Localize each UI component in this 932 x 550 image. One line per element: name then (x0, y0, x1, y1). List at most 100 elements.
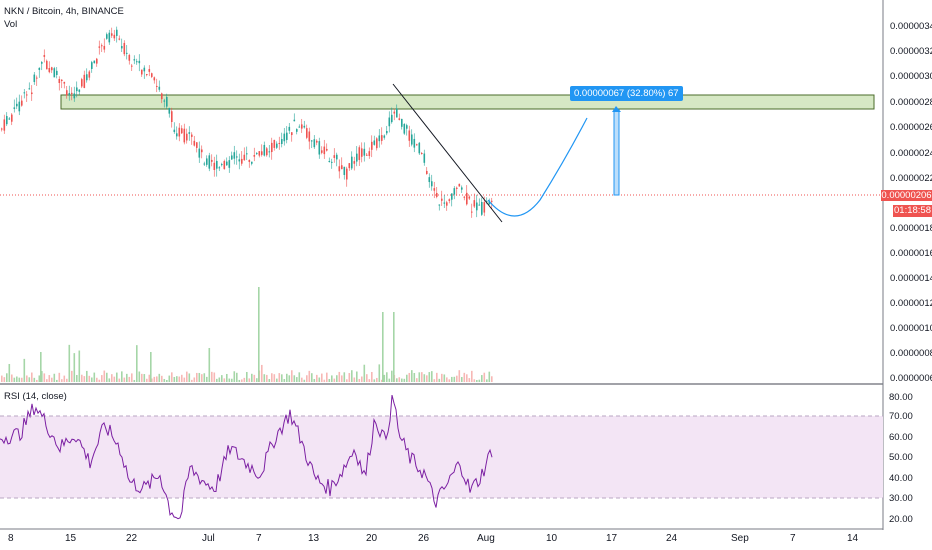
candle-body (113, 34, 116, 39)
candle-body (263, 144, 266, 156)
candle-body (13, 107, 16, 109)
candle-body (341, 165, 343, 170)
price-tick: 0.00000140 (890, 273, 932, 284)
candle-body (196, 142, 198, 148)
volume-bar (318, 377, 321, 382)
candle-body (98, 46, 101, 48)
volume-bar (276, 378, 278, 382)
volume-bar (261, 364, 263, 382)
candle-body (378, 135, 381, 142)
candle-body (488, 200, 491, 205)
candle-body (38, 67, 41, 70)
candle-body (103, 45, 106, 50)
volume-bar (161, 375, 163, 382)
volume-bar (253, 374, 256, 382)
volume-bar (181, 374, 183, 382)
trendline[interactable] (392, 83, 503, 223)
volume-bar (251, 373, 253, 382)
candle-body (391, 114, 393, 123)
candle-body (473, 200, 476, 207)
volume-bar (446, 377, 448, 382)
candle-body (456, 187, 458, 189)
volume-bar (393, 312, 395, 382)
volume-bar (51, 377, 53, 382)
candle-body (243, 154, 246, 161)
measure-box[interactable] (613, 109, 620, 196)
volume-bar (311, 373, 313, 382)
symbol-title[interactable]: NKN / Bitcoin, 4h, BINANCE (4, 6, 124, 17)
volume-bar (456, 375, 458, 382)
volume-bar (341, 375, 343, 382)
volume-bar (316, 374, 318, 382)
candle-body (298, 126, 301, 128)
rsi-tick: 40.00 (889, 473, 913, 484)
volume-bar (68, 344, 71, 382)
volume-bar (283, 379, 286, 382)
candle-body (146, 74, 148, 76)
volume-bar (208, 347, 211, 382)
price-tick: 0.00000300 (890, 71, 932, 82)
volume-bar (196, 372, 198, 382)
candle-body (23, 92, 26, 94)
candle-body (276, 143, 278, 148)
volume-bar (23, 358, 26, 382)
candle-body (296, 129, 298, 132)
price-tick: 0.00000180 (890, 223, 932, 234)
volume-bar (256, 378, 258, 382)
rsi-line (0, 394, 493, 520)
candle-body (71, 92, 73, 94)
candle-body (193, 140, 196, 146)
candle-body (471, 211, 473, 213)
volume-bar (476, 379, 478, 382)
volume-bar (301, 377, 303, 382)
volume-bar (46, 379, 48, 382)
volume-bar (386, 372, 388, 382)
candle-body (326, 148, 328, 151)
volume-bar (298, 372, 301, 382)
forecast-curve[interactable] (487, 117, 588, 217)
candle-body (116, 29, 118, 36)
candle-body (491, 200, 493, 202)
volume-bar (296, 377, 298, 382)
candle-body (41, 62, 43, 64)
volume-bar (463, 372, 466, 382)
volume-bar (33, 377, 36, 382)
volume-bar (148, 374, 151, 382)
volume-bar (371, 371, 373, 382)
candle-body (266, 148, 268, 156)
candle-body (371, 141, 373, 150)
resistance-zone[interactable] (60, 94, 875, 110)
candle-body (278, 142, 281, 144)
candle-body (478, 204, 481, 206)
volume-label[interactable]: Vol (4, 19, 18, 30)
volume-bar (468, 378, 471, 382)
volume-bar (431, 371, 433, 382)
candle-body (148, 69, 151, 72)
volume-bar (466, 374, 468, 382)
volume-bar (111, 374, 113, 382)
candle-body (426, 170, 428, 174)
volume-bar (198, 372, 201, 382)
rsi-label[interactable]: RSI (14, close) (4, 391, 67, 402)
volume-bar (291, 370, 293, 382)
candle-body (153, 77, 156, 81)
time-tick: 26 (418, 533, 430, 544)
volume-bar (66, 378, 68, 382)
volume-bar (91, 377, 93, 382)
volume-bar (228, 378, 231, 382)
volume-bar (281, 374, 283, 382)
candlestick-series (1, 26, 493, 218)
candle-body (458, 183, 461, 187)
volume-bar (58, 372, 61, 382)
candle-body (463, 196, 466, 198)
rsi-tick: 80.00 (889, 392, 913, 403)
volume-series (1, 287, 493, 382)
volume-bar (143, 374, 146, 382)
volume-bar (303, 379, 306, 382)
volume-bar (428, 372, 431, 382)
candle-body (93, 60, 96, 64)
candle-body (323, 146, 326, 155)
volume-bar (411, 370, 413, 382)
candle-body (383, 135, 386, 138)
